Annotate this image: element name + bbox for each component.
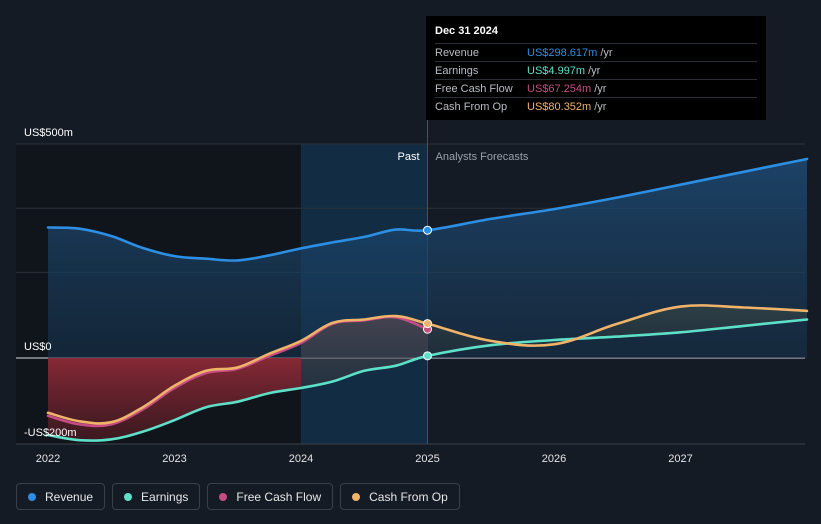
cash-from-op-line: [46, 304, 809, 425]
tooltip: Dec 31 2024 Revenue US$298.617m /yr Earn…: [426, 16, 766, 120]
x-tick-label: 2024: [289, 453, 313, 465]
positive-cash-area: [301, 315, 428, 388]
earnings-line: [46, 318, 809, 442]
tooltip-unit: /yr: [588, 64, 601, 77]
tooltip-label: Earnings: [435, 64, 479, 77]
cash-from-op-marker: [423, 319, 432, 329]
cash-from-op-dot-icon: [352, 492, 361, 501]
revenue-area: [48, 159, 807, 358]
tooltip-unit: /yr: [594, 100, 607, 113]
tooltip-value: US$67.254m: [527, 82, 592, 95]
tooltip-date: Dec 31 2024: [435, 25, 498, 37]
legend-item-earnings[interactable]: Earnings: [112, 483, 201, 510]
negative-cash-area: [48, 358, 301, 441]
tooltip-unit: /yr: [594, 82, 607, 95]
forecast-label: Analysts Forecasts: [436, 151, 529, 163]
tooltip-unit: /yr: [600, 46, 613, 59]
tooltip-row-revenue: Revenue US$298.617m /yr: [435, 43, 757, 61]
legend-item-free-cash-flow[interactable]: Free Cash Flow: [207, 483, 334, 510]
x-tick-label: 2025: [415, 453, 439, 465]
tooltip-row-earnings: Earnings US$4.997m /yr: [435, 61, 757, 79]
y-axis-label-top: US$500m: [24, 127, 73, 139]
tooltip-value: US$4.997m: [527, 64, 586, 77]
tooltip-value: US$80.352m: [527, 100, 592, 113]
legend-label: Earnings: [141, 489, 189, 504]
revenue-marker: [423, 225, 432, 235]
past-label: Past: [397, 151, 419, 163]
earnings-marker: [423, 351, 432, 361]
legend-label: Revenue: [45, 489, 94, 504]
revenue-line: [46, 157, 809, 262]
legend-item-revenue[interactable]: Revenue: [16, 483, 106, 510]
earnings-dot-icon: [124, 492, 133, 501]
legend-label: Free Cash Flow: [236, 489, 322, 504]
revenue-dot-icon: [28, 492, 36, 501]
tooltip-row-free-cash-flow: Free Cash Flow US$67.254m /yr: [435, 79, 757, 97]
tooltip-label: Cash From Op: [435, 100, 508, 113]
legend-label: Cash From Op: [369, 489, 448, 504]
x-tick-label: 2023: [162, 453, 186, 465]
free-cash-flow-dot-icon: [219, 492, 228, 501]
x-tick-label: 2026: [542, 453, 566, 465]
tooltip-row-cash-from-op: Cash From Op US$80.352m /yr: [435, 97, 757, 115]
tooltip-label: Revenue: [435, 46, 480, 59]
tooltip-value: US$298.617m: [527, 46, 598, 59]
y-axis-label-zero: US$0: [24, 341, 52, 353]
y-axis-label-bottom: -US$200m: [24, 427, 77, 439]
legend-item-cash-from-op[interactable]: Cash From Op: [340, 483, 460, 510]
x-tick-label: 2022: [36, 453, 60, 465]
tooltip-label: Free Cash Flow: [435, 82, 513, 95]
x-tick-label: 2027: [668, 453, 692, 465]
legend: Revenue Earnings Free Cash Flow Cash Fro…: [16, 483, 460, 510]
